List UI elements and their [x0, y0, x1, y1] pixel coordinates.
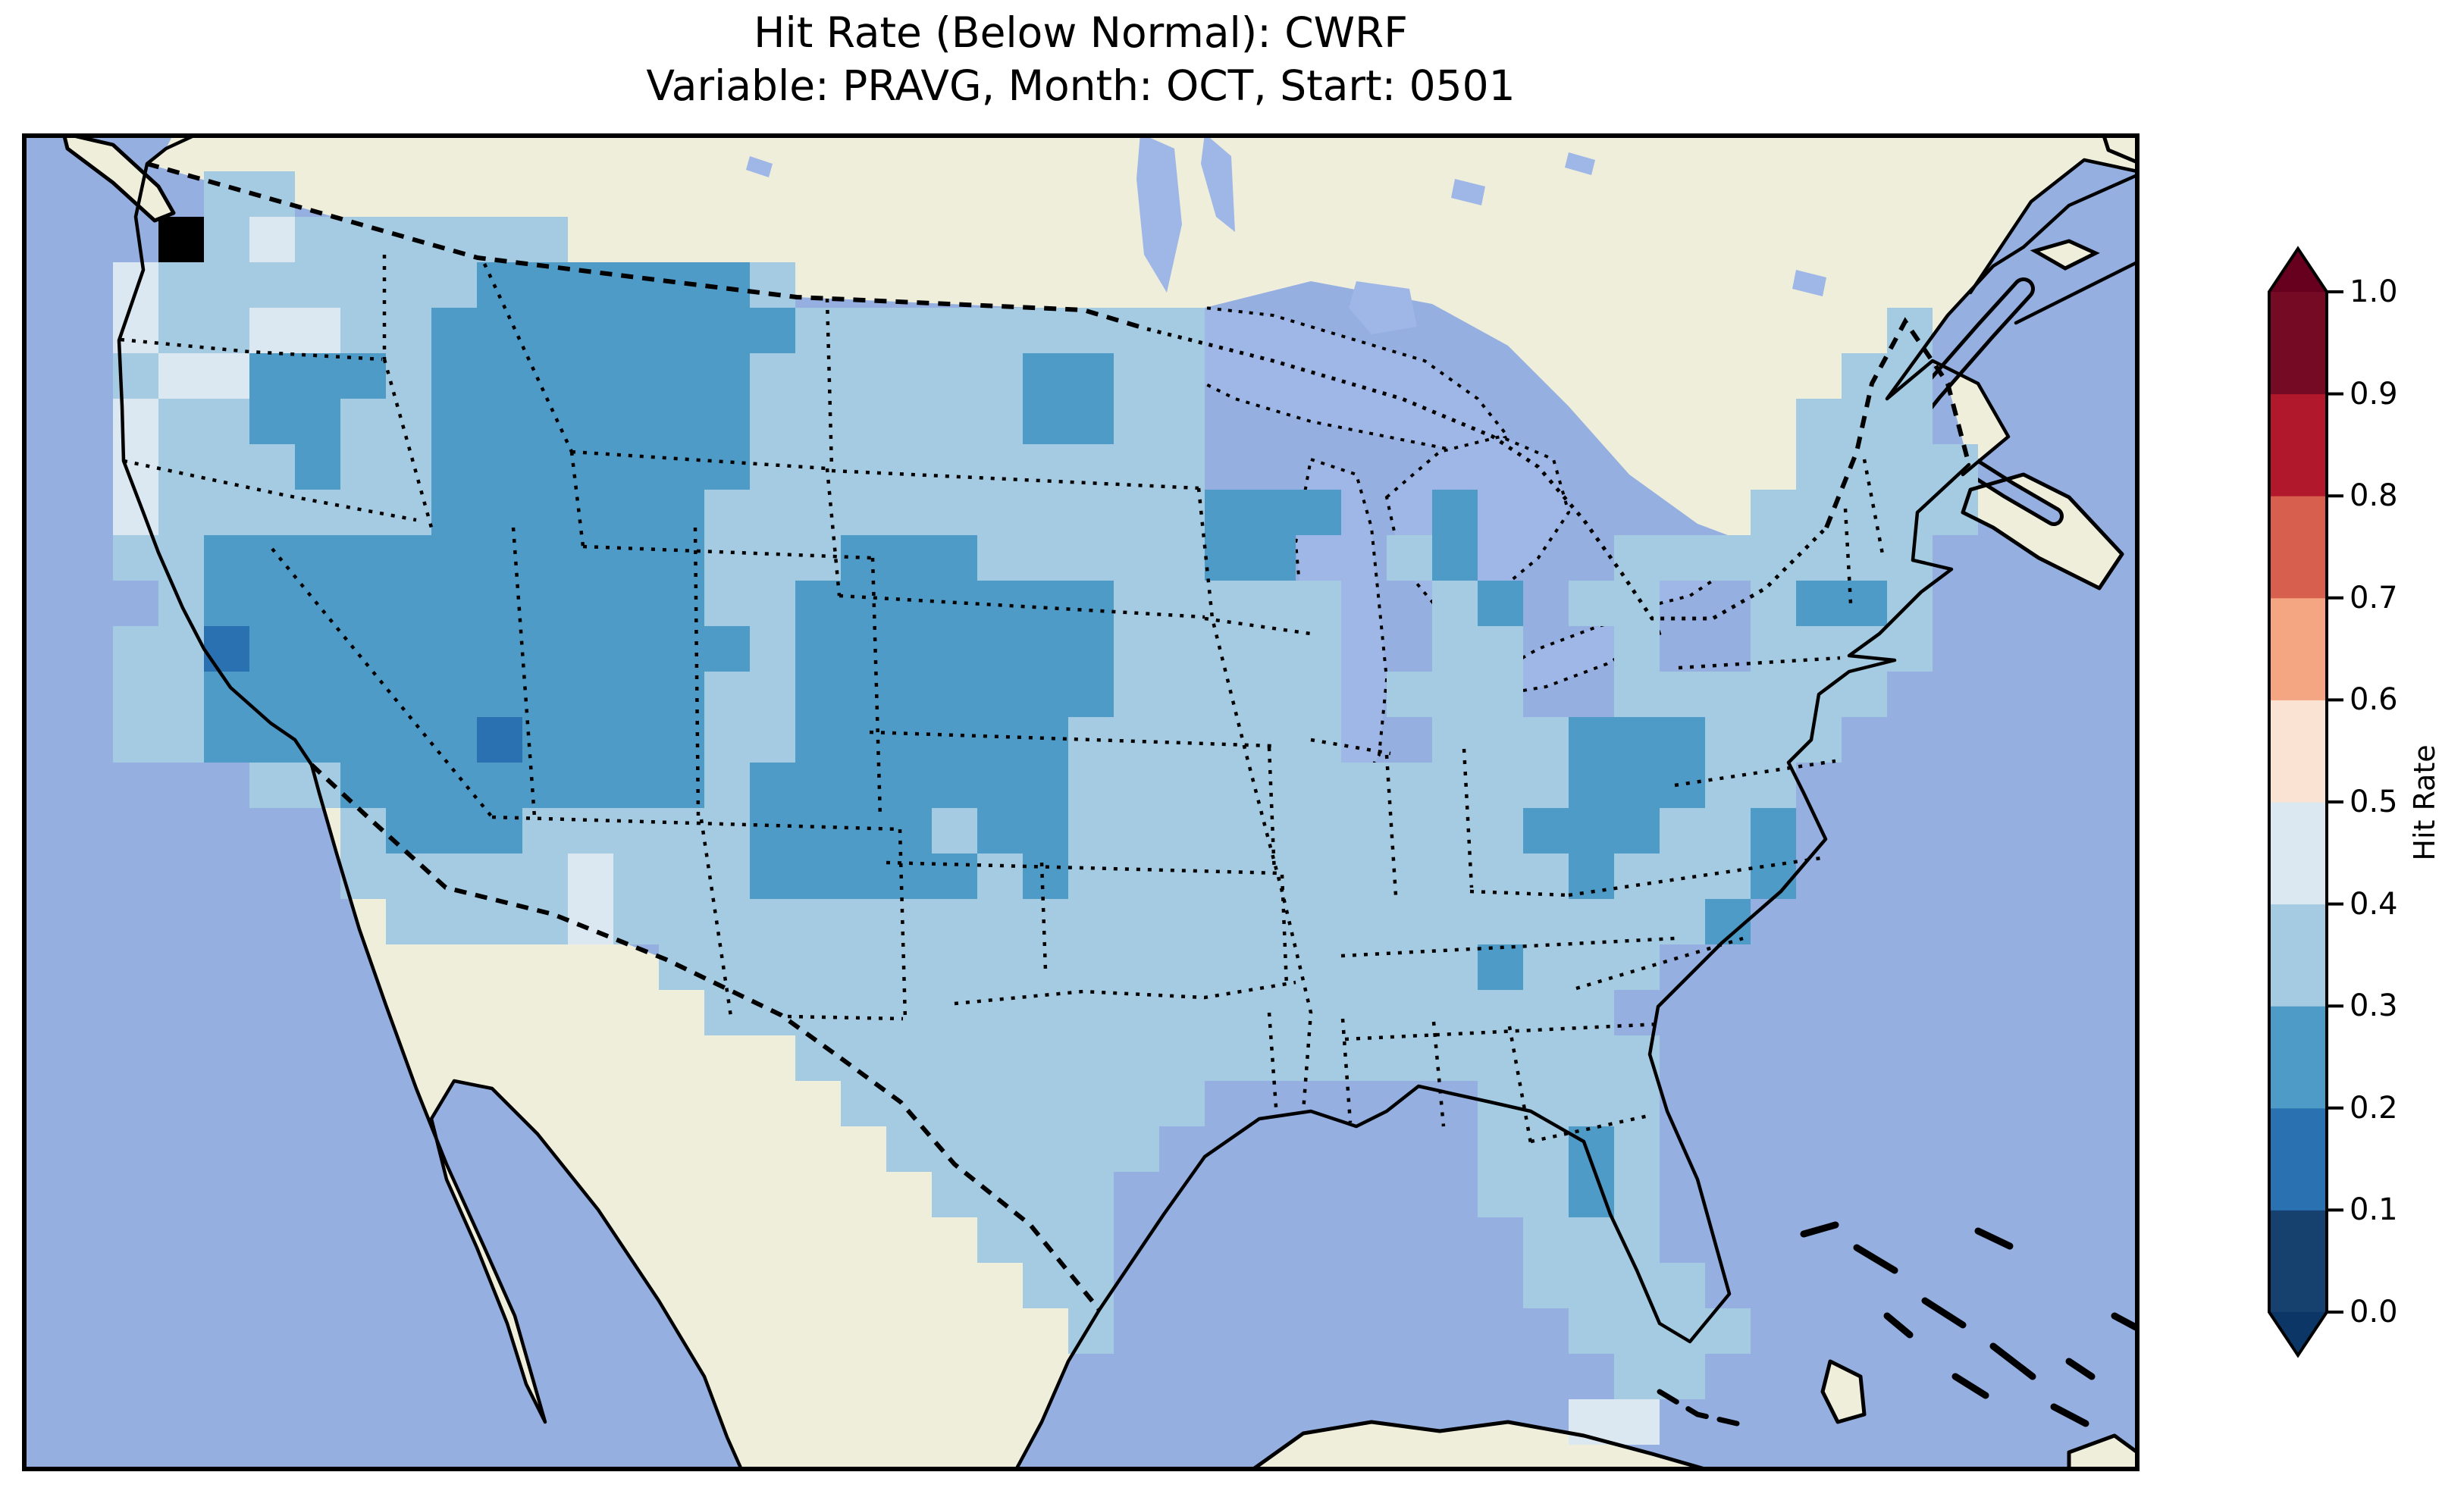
- map-frame-border: [22, 133, 2140, 1471]
- national-borders: [146, 161, 1971, 1311]
- colorbar-tick-label: 0.7: [2350, 580, 2398, 615]
- title-line-2: Variable: PRAVG, Month: OCT, Start: 0501: [646, 61, 1516, 110]
- colorbar-bin-0.8-0.9: [2269, 393, 2327, 496]
- colorbar-tick-label: 0.0: [2350, 1295, 2398, 1330]
- colorbar-tick-label: 0.2: [2350, 1090, 2398, 1126]
- colorbar-bin-0.0-0.1: [2269, 1209, 2327, 1313]
- colorbar-tick-label: 1.0: [2350, 274, 2398, 309]
- colorbar-bin-0.1-0.2: [2269, 1107, 2327, 1211]
- colorbar-tick-label: 0.6: [2350, 682, 2398, 718]
- colorbar-bin-0.2-0.3: [2269, 1005, 2327, 1109]
- colorbar-bin-0.6-0.7: [2269, 597, 2327, 700]
- colorbar-tick-label: 0.9: [2350, 376, 2398, 412]
- land-andros: [1823, 1361, 1864, 1422]
- title-line-1: Hit Rate (Below Normal): CWRF: [754, 8, 1408, 57]
- colorbar-scale: [2268, 246, 2343, 1358]
- land-canada: [147, 133, 2137, 558]
- colorbar-tick-label: 0.4: [2350, 886, 2398, 922]
- coastlines: [61, 133, 2140, 1471]
- land-vancouver: [64, 133, 174, 221]
- us-hit-rate-map: [22, 133, 2140, 1471]
- colorbar-under-arrow: [2269, 1312, 2327, 1355]
- figure-title: Hit Rate (Below Normal): CWRF Variable: …: [22, 6, 2140, 112]
- canada-lakes: [746, 133, 1826, 334]
- land-nfld: [2103, 133, 2137, 162]
- colorbar: 1.0 0.9 0.8 0.7 0.6 0.5 0.4 0.3 0.2 0.1 …: [2263, 243, 2464, 1425]
- colorbar-axis-label: Hit Rate: [2408, 744, 2441, 861]
- colorbar-tick-label: 0.1: [2350, 1192, 2398, 1228]
- colorbar-bin-0.9-1.0: [2269, 291, 2327, 395]
- colorbar-tick-label: 0.3: [2350, 988, 2398, 1024]
- land-novaScotia: [1963, 475, 2122, 588]
- lake-superior: [1144, 305, 1511, 454]
- colorbar-bin-0.5-0.6: [2269, 699, 2327, 803]
- land-cuba: [1250, 1422, 1713, 1471]
- land-hispaniola: [2069, 1436, 2137, 1471]
- state-borders: [120, 255, 1886, 1144]
- colorbar-over-arrow: [2269, 249, 2327, 292]
- island-chains: [1657, 1221, 2140, 1427]
- map-frame: [22, 133, 2140, 1471]
- colorbar-bin-0.4-0.5: [2269, 801, 2327, 905]
- colorbar-tick-label: 0.8: [2350, 478, 2398, 514]
- land-pei: [2030, 239, 2100, 271]
- colorbar-bin-0.7-0.8: [2269, 495, 2327, 599]
- colorbar-tick-label: 0.5: [2350, 785, 2398, 819]
- colorbar-bin-0.3-0.4: [2269, 904, 2327, 1007]
